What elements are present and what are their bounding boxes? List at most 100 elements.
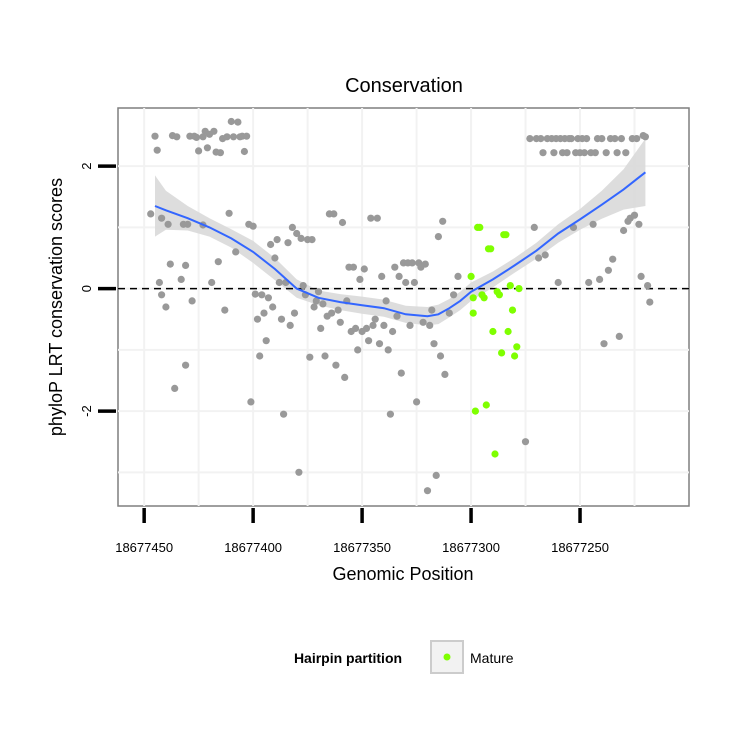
point-other xyxy=(395,272,403,280)
point-other xyxy=(288,223,296,231)
point-other xyxy=(341,373,349,381)
point-other xyxy=(604,266,613,274)
y-tick-label: 0 xyxy=(79,285,94,292)
point-other xyxy=(275,278,283,287)
point-other xyxy=(262,337,270,345)
point-other xyxy=(644,282,652,290)
x-tick-label: 18677400 xyxy=(224,540,282,555)
point-other xyxy=(256,352,264,360)
point-other xyxy=(297,234,305,242)
point-mature xyxy=(498,349,506,357)
point-other xyxy=(378,272,386,280)
point-other xyxy=(210,127,218,135)
point-other xyxy=(192,133,201,141)
point-mature xyxy=(504,327,512,336)
point-other xyxy=(349,263,357,271)
point-other xyxy=(173,133,181,141)
point-other xyxy=(596,275,604,283)
point-other xyxy=(249,222,257,230)
legend-title: Hairpin partition xyxy=(294,650,402,666)
point-other xyxy=(354,346,362,354)
point-other xyxy=(306,353,314,361)
point-other xyxy=(580,149,589,157)
point-other xyxy=(299,282,307,290)
point-other xyxy=(151,132,159,140)
y-axis: -2 0 2 xyxy=(79,163,116,417)
point-other xyxy=(537,135,545,143)
point-other xyxy=(225,209,233,217)
point-other xyxy=(609,255,617,263)
x-tick-label: 18677250 xyxy=(551,540,609,555)
point-other xyxy=(227,117,235,126)
point-other xyxy=(164,220,172,228)
point-other xyxy=(550,149,558,157)
point-other xyxy=(177,275,185,283)
point-other xyxy=(360,265,368,273)
point-other xyxy=(426,321,434,329)
point-mature xyxy=(482,401,490,409)
point-other xyxy=(182,361,190,369)
confidence-band xyxy=(155,138,646,326)
point-other xyxy=(380,321,388,329)
point-other xyxy=(356,275,364,283)
point-mature xyxy=(480,294,488,302)
point-other xyxy=(251,290,259,298)
point-mature xyxy=(467,272,475,280)
point-other xyxy=(521,438,530,446)
point-other xyxy=(382,297,390,305)
point-other xyxy=(413,398,421,406)
point-other xyxy=(428,306,436,314)
point-other xyxy=(153,146,161,154)
point-other xyxy=(277,315,286,323)
point-other xyxy=(203,144,211,152)
point-other xyxy=(188,297,196,305)
point-other xyxy=(539,149,547,157)
point-other xyxy=(408,259,416,267)
point-other xyxy=(221,306,229,314)
point-other xyxy=(430,340,438,348)
point-other xyxy=(389,327,397,336)
point-other xyxy=(450,291,458,299)
point-other xyxy=(526,135,534,143)
point-other xyxy=(436,352,445,360)
point-other xyxy=(328,309,336,317)
x-tick-label: 18677450 xyxy=(115,540,173,555)
point-other xyxy=(602,149,610,157)
point-other xyxy=(290,309,299,317)
point-mature xyxy=(491,450,499,458)
point-other xyxy=(332,361,340,369)
point-other xyxy=(617,135,626,143)
y-tick-label: 2 xyxy=(79,163,94,170)
x-axis: 18677450 18677400 18677350 18677300 18677250 xyxy=(115,508,609,555)
legend: Hairpin partition Mature xyxy=(294,640,514,674)
point-mature xyxy=(489,327,497,336)
point-other xyxy=(234,118,242,126)
point-other xyxy=(208,278,216,287)
point-mature xyxy=(495,291,503,299)
point-mature xyxy=(508,306,517,314)
point-other xyxy=(613,149,621,157)
point-other xyxy=(155,278,163,287)
point-other xyxy=(184,220,192,228)
point-other xyxy=(637,272,645,280)
loess-smooth-line xyxy=(154,171,647,318)
point-mature xyxy=(510,352,519,360)
point-other xyxy=(286,321,294,329)
point-other xyxy=(223,133,231,141)
point-other xyxy=(554,278,562,287)
point-other xyxy=(247,398,255,406)
point-other xyxy=(434,233,442,241)
point-other xyxy=(314,288,323,296)
point-other xyxy=(600,340,608,348)
point-other xyxy=(240,147,248,156)
point-other xyxy=(535,254,543,262)
point-other xyxy=(371,315,379,323)
point-other xyxy=(454,272,462,280)
confidence-band-area xyxy=(155,138,646,326)
point-other xyxy=(589,220,597,228)
point-mature xyxy=(502,231,510,239)
point-other xyxy=(158,214,166,222)
point-other xyxy=(216,149,224,157)
point-other xyxy=(402,278,410,287)
point-other xyxy=(630,211,639,219)
